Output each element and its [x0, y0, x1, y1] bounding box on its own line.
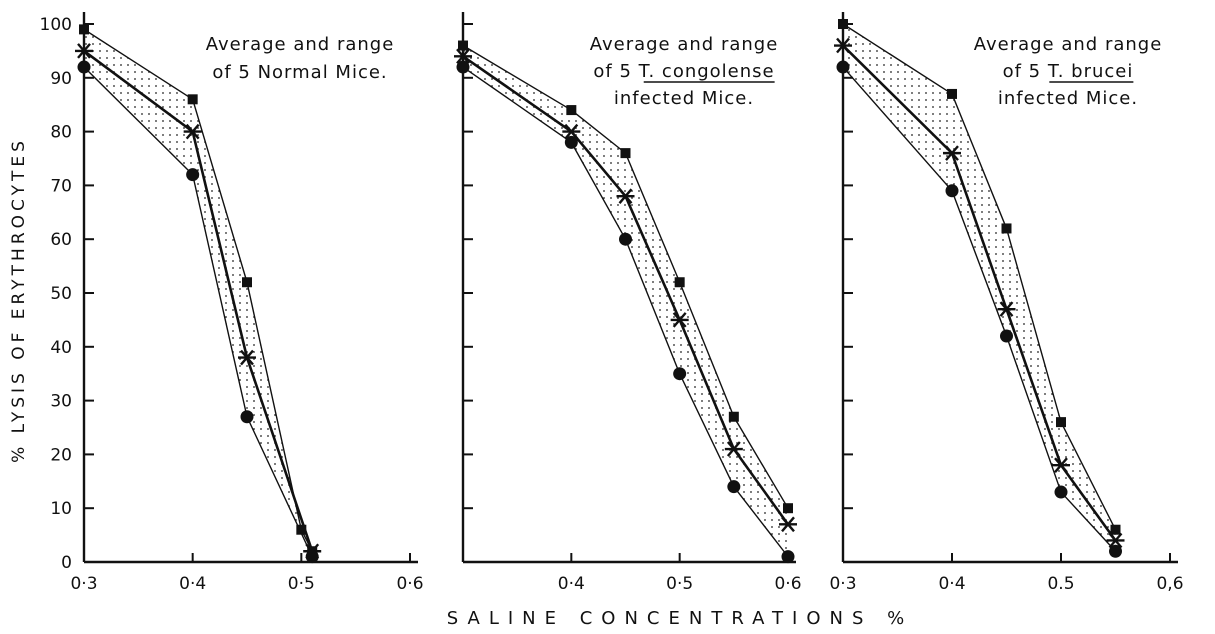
panel-2-minimum-line	[462, 66, 789, 558]
panel-3-average-point	[997, 301, 1016, 317]
panel-1-title-line-1: Average and range	[206, 34, 395, 55]
panel-3-range-band	[843, 24, 1116, 552]
panel-1-maximum-point	[187, 94, 198, 105]
panel-2-average-point	[724, 441, 743, 457]
panel-1-maximum-point	[296, 524, 307, 535]
panel-3-average-point	[834, 37, 852, 54]
y-tick-label-40: 40	[50, 338, 72, 358]
plot-area: 0 10 20 30 40 50 60 70 80 90 100 0·3 0·4 0·5 0·6 Averag…	[40, 12, 1184, 594]
panel-1-minimum-point	[305, 550, 319, 564]
panel-2-minimum-point	[727, 480, 741, 494]
panel-2-maximum-line	[462, 44, 789, 509]
panel-3-x-tick-label: 0·3	[829, 574, 856, 594]
panel-3-title-line-2: of 5 T. brucei	[1003, 61, 1134, 82]
panel-2-x-tick-label: 0·4	[558, 574, 585, 594]
panel-2-average-point	[616, 188, 635, 204]
panel-3-maximum-point	[1056, 417, 1066, 428]
panel-2-maximum-point	[458, 40, 468, 51]
panel-2-title-line-3: infected Mice.	[614, 88, 754, 109]
panel-1-x-tick-label: 0·3	[70, 574, 97, 594]
panel-1-x-tick-label: 0·6	[396, 574, 423, 594]
panel-1-minimum-point	[240, 410, 254, 424]
y-tick-label-0: 0	[61, 553, 72, 573]
panel-1-range-band	[84, 29, 313, 557]
panel-2-maximum-point	[783, 503, 793, 514]
panel-2: 0·4 0·5 0·6 Average and range of 5 T. congol…	[454, 12, 802, 594]
x-axis-title: SALINE CONCENTRATIONS %	[447, 608, 913, 629]
panel-2-minimum-point	[673, 367, 687, 381]
panel-3-average-point	[1106, 532, 1125, 549]
y-tick-label-20: 20	[50, 445, 72, 465]
panel-2-minimum-point	[619, 232, 632, 246]
y-tick-label-50: 50	[50, 284, 72, 304]
panel-1-minimum-line	[83, 66, 313, 557]
panel-2-maximum-point	[566, 105, 577, 116]
panel-3-x-tick-label: 0.5	[1047, 574, 1074, 594]
panel-3-title-line-1: Average and range	[974, 34, 1163, 55]
panel-2-average-point	[779, 516, 797, 533]
panel-3-x-tick-label: 0,6	[1156, 574, 1183, 594]
panel-3-title-line-3: infected Mice.	[998, 88, 1138, 109]
panel-1-x-tick-label: 0·5	[288, 574, 315, 594]
panel-1-maximum-point	[79, 24, 89, 35]
y-tick-label-80: 80	[50, 123, 72, 143]
panel-3-maximum-point	[947, 88, 957, 99]
y-tick-label-70: 70	[50, 176, 72, 196]
panel-2-title-line-1: Average and range	[590, 34, 779, 55]
panel-3-minimum-point	[1109, 544, 1122, 558]
panel-1-average-point	[238, 349, 256, 366]
panel-2-maximum-point	[620, 148, 631, 159]
panel-2-minimum-point	[781, 550, 795, 564]
panel-2-x-tick-label: 0·6	[774, 574, 801, 594]
panel-3-minimum-point	[1000, 329, 1013, 343]
panel-3-average-point	[1052, 457, 1070, 473]
panel-1: 0·3 0·4 0·5 0·6 Average and range of 5 Normal…	[70, 12, 424, 594]
panel-1-average-point	[183, 123, 202, 140]
panel-1-maximum-point	[242, 277, 252, 288]
panel-3-minimum-point	[945, 184, 959, 198]
y-tick-label-30: 30	[50, 392, 72, 412]
panel-2-minimum-point	[564, 135, 578, 149]
panel-3-minimum-point	[836, 60, 850, 74]
y-tick-label-10: 10	[50, 499, 72, 519]
panel-1-title-line-2: of 5 Normal Mice.	[212, 62, 387, 83]
y-axis-title: % LYSIS OF ERYTHROCYTES	[9, 137, 29, 463]
y-tick-label-60: 60	[50, 230, 72, 250]
panel-2-title-line-2: of 5 T. congolense	[593, 61, 774, 82]
panel-3-maximum-point	[838, 19, 848, 29]
panel-2-minimum-point	[456, 60, 470, 74]
panel-2-x-tick-label: 0·5	[666, 574, 693, 594]
panel-2-maximum-point	[728, 411, 739, 422]
panel-2-average-point	[454, 48, 472, 65]
panel-1-average-line	[83, 49, 314, 552]
panel-3-x-tick-label: 0·4	[938, 574, 965, 594]
panel-2-average-point	[562, 123, 581, 140]
y-tick-label-100: 100	[40, 15, 72, 35]
panel-3-maximum-point	[1001, 223, 1012, 234]
panel-1-x-tick-label: 0·4	[179, 574, 206, 594]
panel-3-maximum-point	[1110, 524, 1121, 535]
panel-1-minimum-point	[77, 60, 91, 74]
panel-3-minimum-point	[1054, 485, 1068, 499]
panel-2-average-line	[462, 55, 790, 526]
y-tick-label-90: 90	[50, 69, 72, 89]
panel-2-average-point	[670, 312, 689, 328]
panel-1-minimum-point	[186, 168, 200, 182]
panel-1-average-point	[75, 43, 93, 59]
panel-3-average-point	[943, 145, 961, 161]
panel-3: 0·3 0·4 0.5 0,6 Average and range of 5 T. bru…	[829, 12, 1184, 594]
panel-2-maximum-point	[674, 277, 685, 288]
panel-2-range-band	[463, 45, 788, 557]
